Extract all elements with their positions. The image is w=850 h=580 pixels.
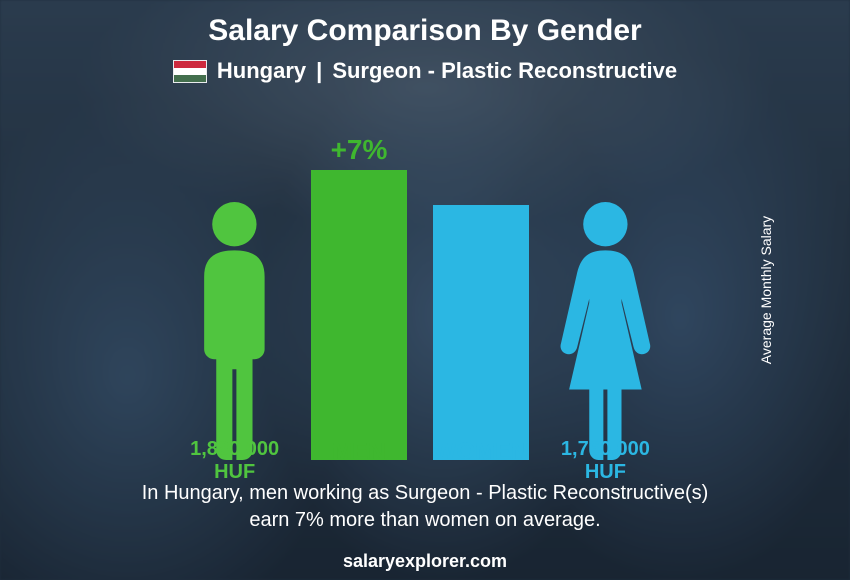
hungary-flag-icon	[173, 60, 207, 83]
men-pct-label: +7%	[331, 134, 388, 166]
job-label: Surgeon - Plastic Reconstructive	[332, 58, 677, 84]
women-bar	[433, 205, 529, 460]
summary-line-2: earn 7% more than women on average.	[60, 507, 790, 534]
person-female-icon	[555, 198, 656, 460]
footer-source: salaryexplorer.com	[0, 551, 850, 572]
women-label: WOMEN	[433, 438, 529, 484]
men-bar	[311, 170, 407, 460]
separator: |	[316, 58, 322, 84]
infographic-content: Salary Comparison By Gender Hungary | Su…	[0, 0, 850, 580]
women-bar-wrap	[433, 205, 529, 460]
men-figure-icon	[184, 198, 285, 460]
page-title: Salary Comparison By Gender	[0, 14, 850, 48]
summary-line-1: In Hungary, men working as Surgeon - Pla…	[60, 480, 790, 507]
men-label: MEN	[311, 438, 407, 484]
chart-area: +7%	[90, 120, 750, 460]
men-salary-label: 1,880,000 HUF	[184, 438, 285, 484]
subtitle-row: Hungary | Surgeon - Plastic Reconstructi…	[0, 58, 850, 84]
men-bar-wrap: +7%	[311, 134, 407, 460]
country-label: Hungary	[217, 58, 306, 84]
flag-stripe-bot	[174, 75, 206, 82]
flag-stripe-top	[174, 61, 206, 68]
labels-row: 1,880,000 HUF MEN WOMEN 1,760,000 HUF	[90, 438, 750, 484]
flag-stripe-mid	[174, 68, 206, 75]
women-salary-label: 1,760,000 HUF	[555, 438, 656, 484]
women-figure-icon	[555, 198, 656, 460]
y-axis-label: Average Monthly Salary	[758, 216, 774, 364]
person-male-icon	[184, 198, 285, 460]
summary-text: In Hungary, men working as Surgeon - Pla…	[60, 480, 790, 534]
